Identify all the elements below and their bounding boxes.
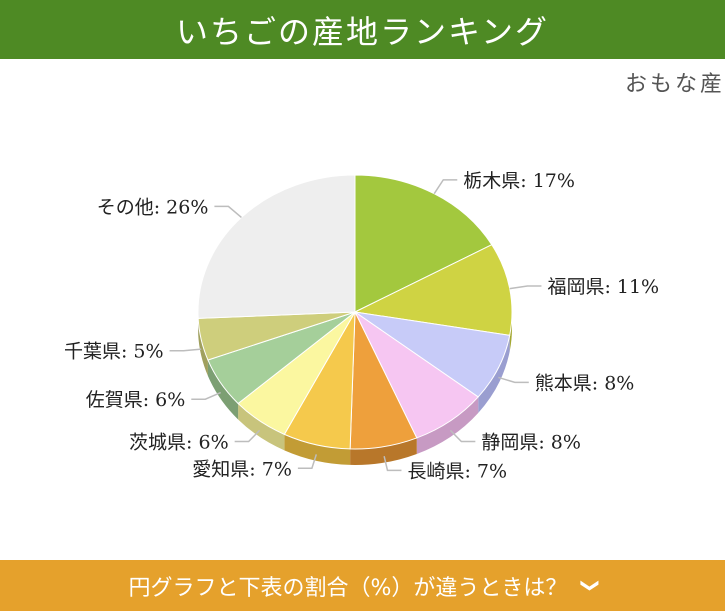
slice-label-1: 福岡県: 11% xyxy=(547,276,659,298)
ratio-difference-toggle[interactable]: 円グラフと下表の割合（%）が違うときは？ ❮ xyxy=(0,560,725,611)
leader-line-9 xyxy=(214,205,242,218)
pie-slice-9[interactable] xyxy=(197,174,356,319)
pie-side-2 xyxy=(478,335,510,413)
footer-label: 円グラフと下表の割合（%）が違うときは？ xyxy=(128,575,568,601)
slice-label-5: 愛知県: 7% xyxy=(192,458,292,480)
leader-line-5 xyxy=(297,454,318,470)
pie-side-4 xyxy=(350,437,417,465)
slice-label-6: 茨城県: 6% xyxy=(129,432,229,454)
leader-line-1 xyxy=(509,285,542,290)
pie-slice-1[interactable] xyxy=(353,244,513,336)
leader-line-2 xyxy=(498,376,529,384)
leader-line-4 xyxy=(383,456,402,472)
slice-label-3: 静岡県: 8% xyxy=(481,432,581,454)
slice-label-9: その他: 26% xyxy=(97,196,209,218)
chevron-down-icon: ❮ xyxy=(578,577,600,594)
leader-line-8 xyxy=(169,348,202,352)
slice-label-8: 千葉県: 5% xyxy=(64,341,164,363)
slice-label-0: 栃木県: 17% xyxy=(463,170,575,192)
pie-side-3 xyxy=(416,396,479,454)
leader-line-0 xyxy=(433,179,458,195)
slice-label-2: 熊本県: 8% xyxy=(535,372,635,394)
slice-label-7: 佐賀県: 6% xyxy=(86,389,186,411)
pie-side-6 xyxy=(238,403,285,451)
leader-line-7 xyxy=(191,391,221,400)
leader-line-3 xyxy=(449,429,476,443)
page-title: いちごの産地ランキング xyxy=(175,12,550,51)
pie-chart: 栃木県: 17% 福岡県: 11% 熊本県: 8% 静岡県: 8% 長崎県: 7% 愛知県… xyxy=(64,170,659,482)
slice-label-4: 長崎県: 7% xyxy=(407,460,507,482)
pie-side-5 xyxy=(284,434,351,465)
leader-line-6 xyxy=(234,429,261,443)
page-header: いちごの産地ランキング xyxy=(0,0,725,59)
chart-subtitle: おもな産 xyxy=(624,72,725,97)
